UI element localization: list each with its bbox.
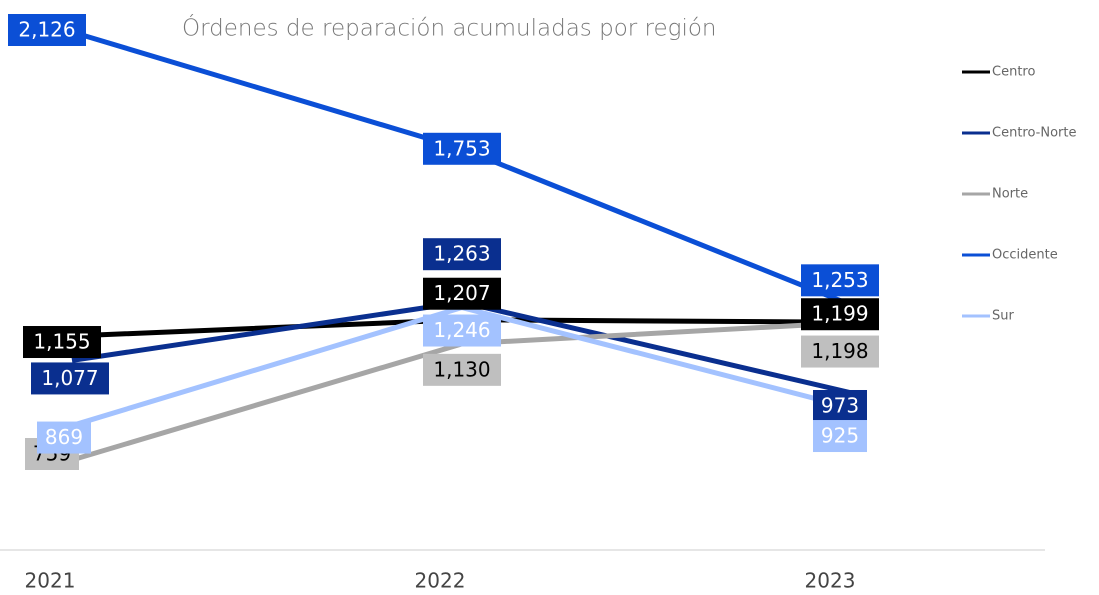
data-label: 1,207 — [433, 281, 490, 305]
data-label: 1,753 — [433, 136, 490, 160]
data-label: 1,155 — [33, 330, 90, 354]
data-label-box — [813, 389, 867, 422]
data-label-box — [813, 420, 867, 453]
data-label-box — [423, 277, 501, 310]
data-label-box — [423, 353, 501, 386]
data-label-box — [423, 314, 501, 347]
data-label-box — [37, 421, 91, 454]
data-label: 1,199 — [811, 302, 868, 326]
legend-label: Sur — [992, 309, 1014, 324]
data-label: 869 — [45, 425, 83, 449]
data-label: 925 — [821, 424, 859, 448]
legend-label: Occidente — [992, 248, 1058, 263]
data-label: 973 — [821, 393, 859, 417]
legend-label: Centro-Norte — [992, 126, 1076, 141]
data-label-box — [801, 264, 879, 297]
data-label: 1,246 — [433, 318, 490, 342]
data-label: 1,077 — [41, 366, 98, 390]
data-label: 1,263 — [433, 242, 490, 266]
data-label-box — [31, 362, 109, 395]
chart-title: Órdenes de reparación acumuladas por reg… — [182, 14, 716, 42]
data-label: 1,130 — [433, 357, 490, 381]
data-label-box — [8, 14, 86, 46]
data-label: 2,126 — [18, 18, 75, 42]
data-label: 1,253 — [811, 268, 868, 292]
legend-label: Norte — [992, 187, 1028, 202]
data-label-box — [423, 132, 501, 165]
x-tick-label: 2022 — [415, 569, 466, 593]
x-tick-label: 2023 — [805, 569, 856, 593]
data-label-box — [23, 326, 101, 359]
legend-label: Centro — [992, 65, 1035, 80]
data-label: 1,198 — [811, 339, 868, 363]
data-label-box — [423, 238, 501, 271]
data-label-box — [801, 335, 879, 368]
x-tick-label: 2021 — [25, 569, 76, 593]
data-label-box — [801, 298, 879, 331]
